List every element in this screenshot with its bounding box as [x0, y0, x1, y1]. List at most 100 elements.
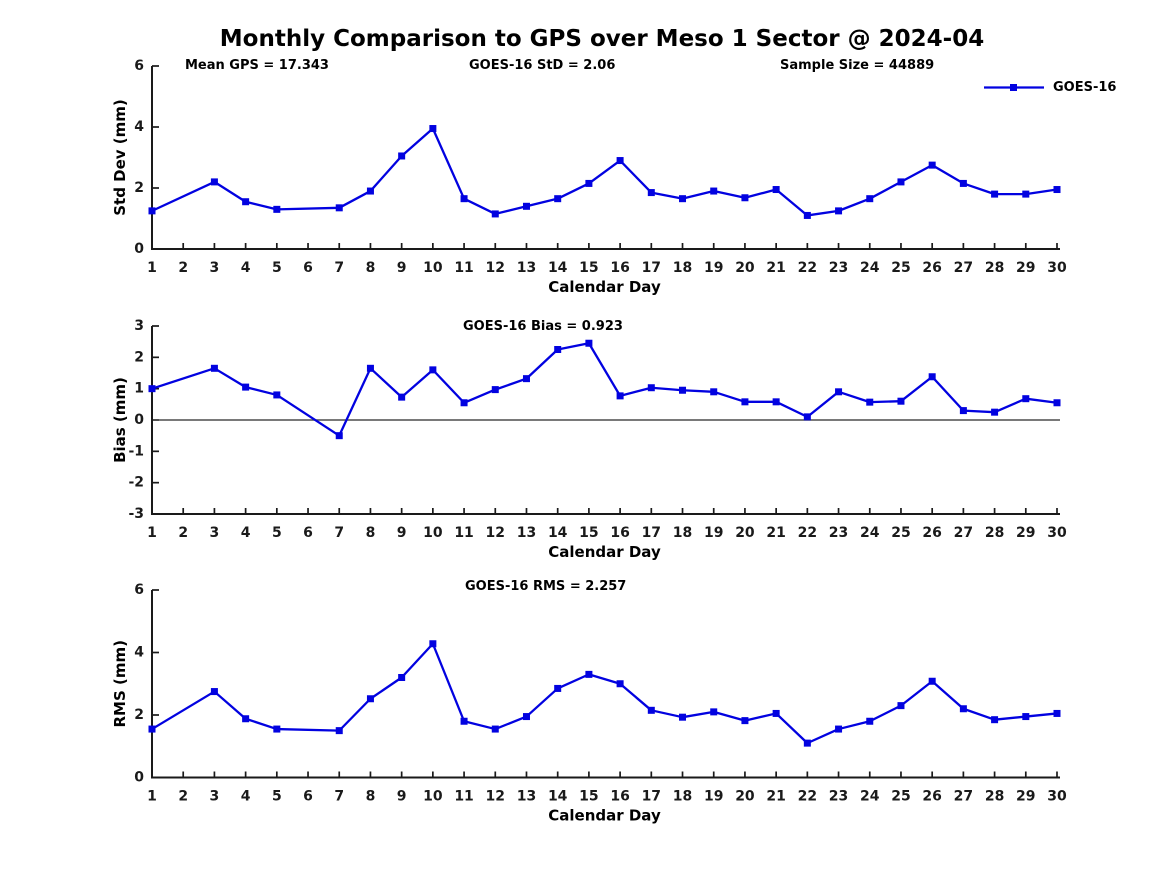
x-tick-label: 25	[891, 260, 910, 276]
data-point-marker	[554, 684, 562, 692]
x-tick-label: 4	[241, 789, 251, 805]
data-point-marker	[522, 202, 530, 210]
data-point-marker	[242, 198, 250, 206]
y-tick-label: 2	[134, 180, 144, 196]
x-tick-label: 19	[704, 260, 723, 276]
x-tick-label: 22	[798, 525, 817, 541]
data-point-marker	[429, 640, 437, 648]
data-point-marker	[273, 391, 281, 399]
data-point-marker	[522, 713, 530, 721]
data-point-marker	[429, 125, 437, 133]
x-tick-label: 16	[610, 789, 629, 805]
data-point-marker	[616, 157, 624, 165]
data-point-marker	[1053, 186, 1061, 194]
x-tick-label: 30	[1047, 525, 1067, 541]
x-tick-label: 16	[610, 525, 629, 541]
data-point-marker	[210, 688, 218, 696]
x-tick-label: 3	[210, 260, 220, 276]
x-tick-label: 27	[954, 525, 973, 541]
data-point-marker	[398, 674, 406, 681]
data-point-marker	[647, 706, 655, 714]
x-tick-label: 4	[241, 260, 251, 276]
x-tick-label: 11	[454, 789, 473, 805]
x-tick-label: 20	[735, 789, 755, 805]
data-point-marker	[554, 195, 562, 203]
data-point-marker	[554, 346, 562, 353]
x-tick-label: 26	[922, 260, 941, 276]
legend-label: GOES-16	[1053, 80, 1117, 95]
data-point-marker	[460, 399, 468, 407]
y-tick-label: 0	[134, 241, 144, 257]
annotation-goes16-rms: GOES-16 RMS = 2.257	[465, 579, 627, 594]
x-axis-label: Calendar Day	[548, 543, 661, 561]
x-tick-label: 17	[642, 789, 661, 805]
data-point-marker	[928, 373, 936, 381]
data-point-marker	[835, 725, 843, 733]
x-tick-label: 14	[548, 525, 568, 541]
y-tick-label: 0	[134, 770, 144, 786]
y-tick-label: 0	[134, 412, 144, 428]
x-tick-label: 11	[454, 525, 473, 541]
x-tick-label: 23	[829, 260, 848, 276]
data-point-marker	[366, 364, 374, 372]
data-point-marker	[148, 725, 156, 733]
x-tick-label: 5	[272, 789, 282, 805]
x-tick-label: 8	[366, 789, 376, 805]
x-tick-label: 10	[423, 789, 443, 805]
x-tick-label: 27	[954, 260, 973, 276]
data-point-marker	[460, 717, 468, 725]
data-point-marker	[897, 397, 905, 405]
x-axis-label: Calendar Day	[548, 278, 661, 296]
data-point-marker	[273, 725, 281, 733]
y-tick-label: 4	[134, 645, 144, 661]
x-tick-label: 6	[303, 260, 313, 276]
y-tick-label: 2	[134, 349, 144, 365]
x-tick-label: 9	[397, 789, 407, 805]
x-tick-label: 5	[272, 525, 282, 541]
data-point-marker	[585, 179, 593, 187]
x-tick-label: 12	[486, 789, 505, 805]
data-point-marker	[866, 195, 874, 203]
data-point-marker	[585, 670, 593, 678]
data-point-marker	[148, 207, 156, 215]
x-tick-label: 22	[798, 260, 817, 276]
x-tick-label: 8	[366, 260, 376, 276]
data-point-marker	[741, 194, 749, 202]
data-point-marker	[959, 179, 967, 187]
data-point-marker	[210, 364, 218, 372]
y-tick-label: 6	[134, 58, 144, 74]
data-point-marker	[772, 709, 780, 717]
data-point-marker	[491, 210, 499, 218]
x-tick-label: 12	[486, 525, 505, 541]
x-tick-label: 21	[766, 260, 785, 276]
data-point-marker	[491, 725, 499, 733]
data-point-marker	[335, 727, 343, 735]
x-tick-label: 26	[922, 789, 941, 805]
x-tick-label: 2	[178, 525, 188, 541]
data-point-marker	[710, 187, 718, 195]
x-tick-label: 7	[334, 789, 344, 805]
x-tick-label: 18	[673, 260, 692, 276]
data-point-marker	[803, 413, 811, 421]
x-tick-label: 9	[397, 525, 407, 541]
x-tick-label: 24	[860, 525, 880, 541]
x-tick-label: 15	[579, 525, 598, 541]
legend: GOES-16	[983, 80, 1116, 95]
data-point-marker	[679, 195, 687, 203]
legend-line-sample	[984, 84, 1044, 91]
x-tick-label: 7	[334, 525, 344, 541]
y-tick-label: 6	[134, 582, 144, 598]
x-tick-label: 18	[673, 525, 692, 541]
data-point-marker	[398, 393, 406, 401]
data-point-marker	[647, 189, 655, 197]
x-tick-label: 15	[579, 260, 598, 276]
x-tick-label: 23	[829, 789, 848, 805]
x-tick-label: 3	[210, 525, 220, 541]
data-point-marker	[991, 716, 999, 724]
x-tick-label: 19	[704, 525, 723, 541]
x-tick-label: 10	[423, 260, 443, 276]
x-tick-label: 6	[303, 525, 313, 541]
data-point-marker	[710, 708, 718, 716]
